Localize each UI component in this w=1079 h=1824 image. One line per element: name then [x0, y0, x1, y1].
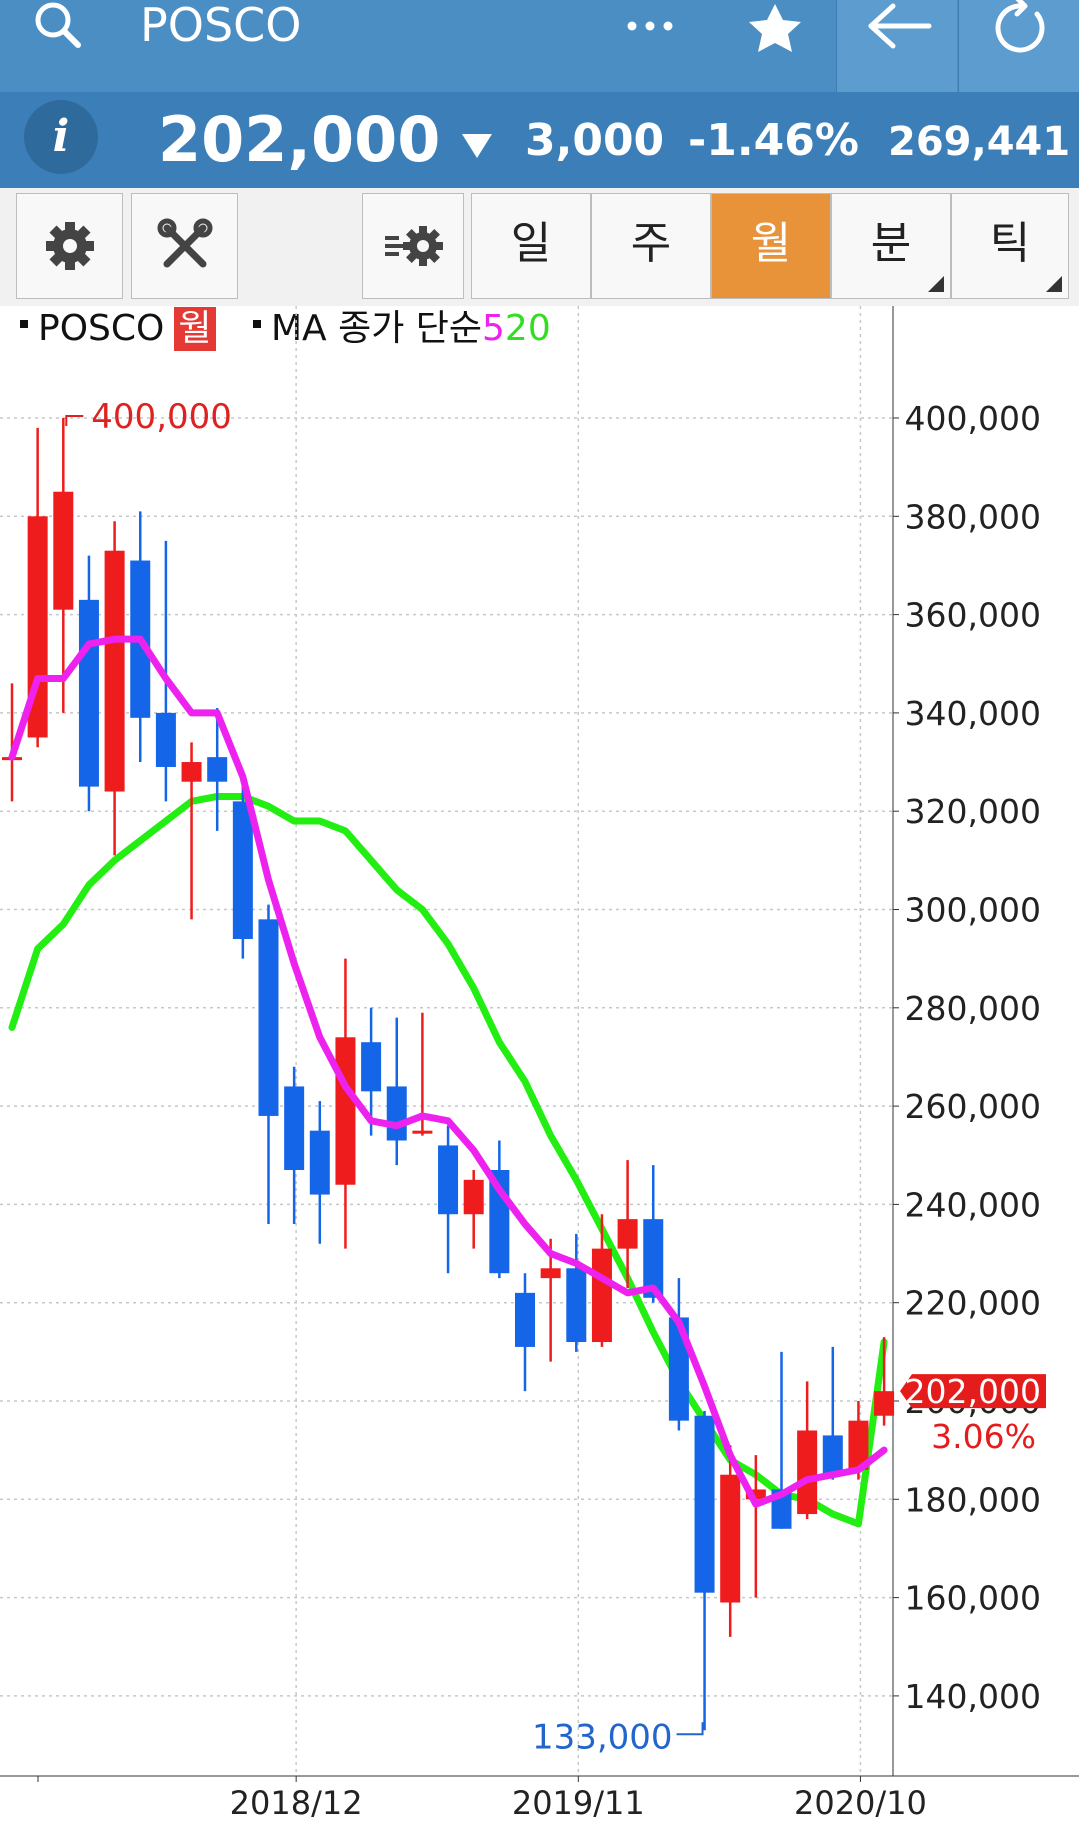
- y-tick-label: 340,000: [905, 694, 1041, 733]
- refresh-icon[interactable]: [958, 0, 1079, 92]
- y-tick-label: 260,000: [905, 1087, 1041, 1126]
- trading-volume: 269,441: [888, 119, 1071, 165]
- candle-body: [78, 599, 99, 787]
- candle-body: [232, 801, 253, 939]
- candle-body: [412, 1130, 433, 1134]
- low-marker-arrow: [676, 1722, 704, 1736]
- tools-button[interactable]: [131, 193, 238, 299]
- candle-body: [386, 1086, 407, 1141]
- high-marker-arrow: [65, 415, 84, 426]
- candle-body: [155, 712, 176, 767]
- period-tab-label: 주: [630, 218, 672, 269]
- period-tab-label: 월: [750, 218, 792, 269]
- candle-body: [694, 1415, 715, 1593]
- candle-body: [438, 1145, 459, 1215]
- ma5-line: [8, 635, 888, 1508]
- candle-body: [745, 1489, 766, 1500]
- candle-body: [566, 1268, 587, 1343]
- submenu-corner-icon: [928, 276, 944, 292]
- legend-symbol: POSCO: [38, 308, 165, 349]
- candle-body: [643, 1219, 664, 1298]
- candle-body: [361, 1042, 382, 1092]
- candle-body: [822, 1435, 843, 1475]
- y-tick-label: 320,000: [905, 792, 1041, 831]
- y-tick-label: 300,000: [905, 891, 1041, 930]
- legend-marker: [20, 320, 28, 328]
- back-arrow-icon[interactable]: [836, 0, 957, 92]
- y-tick-label: 280,000: [905, 989, 1041, 1028]
- current-price-label: 202,000: [905, 1372, 1041, 1411]
- period-tab-label: 틱: [989, 218, 1031, 269]
- candle-body: [617, 1219, 638, 1249]
- more-icon[interactable]: [610, 0, 690, 92]
- y-tick-label: 380,000: [905, 497, 1041, 536]
- high-price-label: 400,000: [91, 397, 232, 437]
- x-tick-label: 2020/10: [794, 1784, 927, 1822]
- down-triangle-icon: [462, 134, 492, 158]
- chart-legend: POSCO 월 MA 종가 단순520: [20, 306, 551, 352]
- low-price-label: 133,000: [532, 1717, 673, 1757]
- y-tick-label: 360,000: [905, 596, 1041, 635]
- top-app-bar: POSCO: [0, 0, 1079, 92]
- current-price-tag: [900, 1374, 1046, 1409]
- candle-body: [591, 1248, 612, 1343]
- current-percent-label: 3.06%: [931, 1417, 1036, 1456]
- settings-button[interactable]: [16, 193, 123, 299]
- candle-body: [515, 1292, 535, 1347]
- candle-body: [284, 1086, 305, 1170]
- period-tab-3[interactable]: 분: [831, 193, 951, 299]
- legend-marker: [252, 320, 261, 328]
- x-tick-label: 2019/11: [512, 1784, 645, 1822]
- candle-body: [874, 1391, 895, 1416]
- legend-ma5: 5: [482, 308, 505, 349]
- period-tab-label: 분: [870, 218, 912, 269]
- x-tick-label: 2018/12: [230, 1784, 363, 1822]
- indicator-settings-button[interactable]: [362, 193, 464, 299]
- current-price: 202,000: [158, 103, 441, 176]
- candle-body: [207, 757, 228, 782]
- candle-body: [27, 516, 48, 738]
- app-title[interactable]: POSCO: [140, 0, 302, 52]
- candle-body: [53, 491, 74, 610]
- price-change: 3,000: [525, 115, 665, 166]
- period-tab-2[interactable]: 월: [711, 193, 831, 299]
- info-icon[interactable]: i: [24, 100, 98, 174]
- candle-body: [540, 1268, 561, 1279]
- y-tick-label: 160,000: [905, 1579, 1041, 1618]
- price-change-percent: -1.46%: [688, 115, 859, 166]
- legend-period-badge: 월: [174, 307, 216, 351]
- legend-ma-label: MA 종가 단순: [270, 308, 483, 349]
- y-tick-label: 400,000: [905, 399, 1041, 438]
- candle-body: [463, 1179, 484, 1215]
- star-icon[interactable]: [735, 0, 815, 92]
- period-tab-1[interactable]: 주: [591, 193, 711, 299]
- candle-body: [848, 1420, 869, 1470]
- candlestick-chart[interactable]: 2018/12 2019/11 2020/10 140,000 160,000 180,0…: [0, 306, 1079, 1824]
- search-icon[interactable]: [30, 0, 100, 60]
- y-tick-label: 240,000: [905, 1185, 1041, 1224]
- period-tab-label: 일: [510, 218, 552, 269]
- price-bar: i 202,000 3,000 -1.46% 269,441: [0, 92, 1079, 188]
- period-tab-4[interactable]: 틱: [951, 193, 1069, 299]
- candle-body: [104, 550, 125, 792]
- settings-icon: [45, 222, 94, 270]
- indicator-settings-icon: [385, 226, 443, 266]
- period-tab-0[interactable]: 일: [471, 193, 591, 299]
- candle-body: [181, 762, 202, 782]
- candle-body: [720, 1474, 741, 1603]
- candle-body: [258, 919, 279, 1116]
- candle-body: [797, 1430, 818, 1515]
- y-tick-label: 140,000: [905, 1677, 1041, 1716]
- candle-body: [335, 1037, 356, 1185]
- y-tick-label: 180,000: [905, 1480, 1041, 1519]
- y-tick-label: 220,000: [905, 1284, 1041, 1323]
- tools-icon: [157, 218, 212, 268]
- submenu-corner-icon: [1046, 276, 1062, 292]
- legend-ma20: 20: [504, 308, 551, 349]
- candle-body: [309, 1130, 330, 1195]
